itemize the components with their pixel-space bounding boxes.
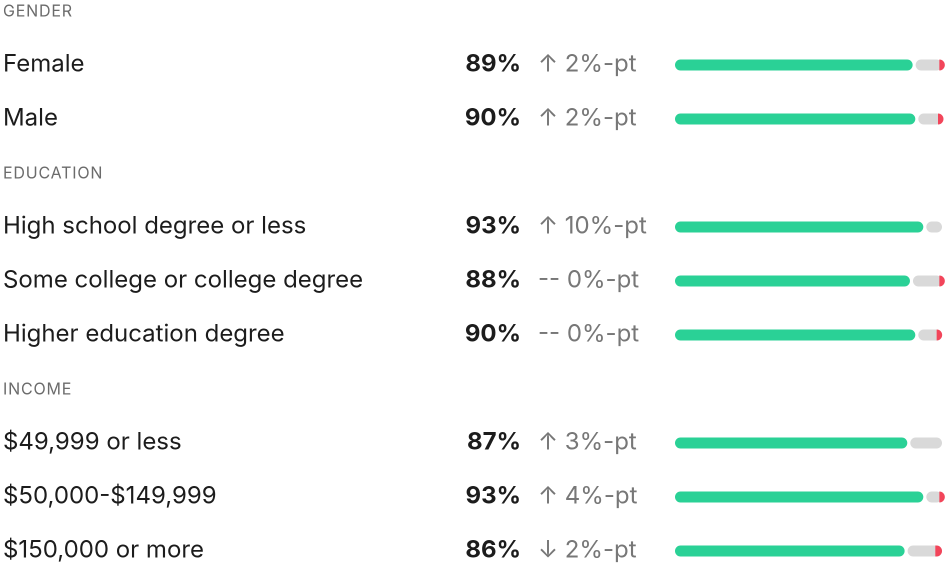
row-label: High school degree or less	[3, 211, 306, 240]
row-value: 93%	[466, 481, 521, 510]
bar-positive	[675, 329, 916, 341]
bar-remainder	[926, 221, 942, 233]
row-change: ↑ 2%-pt	[538, 103, 637, 132]
bar-remainder	[918, 329, 942, 341]
bar-remainder	[918, 113, 942, 125]
row-label: $150,000 or more	[3, 535, 204, 564]
group-header: GENDER	[3, 0, 73, 20]
row-label: $49,999 or less	[3, 427, 182, 456]
bar-negative	[939, 59, 945, 71]
bar-remainder	[907, 545, 942, 557]
bar-remainder	[915, 59, 942, 71]
bar-negative	[939, 491, 945, 503]
row-value: 86%	[465, 535, 521, 564]
bar-positive	[675, 275, 910, 287]
bar-negative	[936, 329, 943, 341]
row-change: -- 0%-pt	[538, 319, 639, 348]
row-change: ↑ 4%-pt	[538, 481, 638, 510]
group-header: EDUCATION	[3, 162, 103, 182]
bar-negative	[935, 545, 943, 557]
row-value: 87%	[467, 427, 521, 456]
bar-positive	[675, 437, 908, 449]
row-value: 93%	[466, 211, 521, 240]
bar-remainder	[926, 491, 942, 503]
row-value: 90%	[465, 103, 521, 132]
bar-positive	[675, 221, 924, 233]
bar-remainder	[910, 437, 942, 449]
row-change: ↑ 3%-pt	[538, 427, 637, 456]
row-change: -- 0%-pt	[538, 265, 639, 294]
row-label: Female	[3, 49, 85, 78]
group-header: INCOME	[3, 378, 72, 398]
row-change: ↑ 10%-pt	[538, 211, 647, 240]
bar-negative	[939, 275, 945, 287]
row-value: 88%	[465, 265, 521, 294]
bar-positive	[675, 113, 916, 125]
bar-negative	[937, 113, 944, 125]
row-change: ↑ 2%-pt	[538, 49, 637, 78]
row-label: Male	[3, 103, 58, 132]
row-value: 89%	[465, 49, 521, 78]
row-label: $50,000-$149,999	[3, 481, 217, 510]
bar-positive	[675, 491, 924, 503]
row-change: ↓ 2%-pt	[538, 535, 637, 564]
bar-remainder	[912, 275, 942, 287]
row-label: Some college or college degree	[3, 265, 363, 294]
row-value: 90%	[465, 319, 521, 348]
row-label: Higher education degree	[3, 319, 285, 348]
bar-positive	[675, 59, 913, 71]
bar-positive	[675, 545, 905, 557]
